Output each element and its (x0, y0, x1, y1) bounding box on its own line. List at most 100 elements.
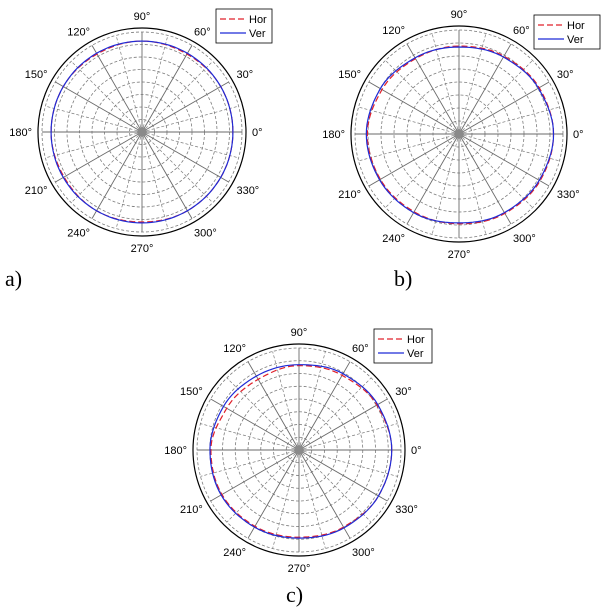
grid-spoke (141, 61, 213, 133)
series-line-ver (209, 364, 393, 539)
grid-spoke (431, 33, 460, 135)
grid-spoke (71, 131, 143, 203)
angle-tick-label: 330° (236, 185, 259, 197)
legend-label-ver: Ver (567, 34, 584, 46)
grid-spoke (385, 60, 460, 135)
angle-tick-label: 210° (25, 185, 48, 197)
angle-tick-label: 270° (131, 243, 154, 255)
angle-tick-label: 210° (338, 189, 361, 201)
panel-label-c: c) (286, 582, 304, 607)
angle-tick-label: 0° (573, 129, 584, 141)
grid-spoke (431, 133, 460, 235)
outer-ring (192, 343, 406, 557)
grid-spoke (358, 106, 460, 135)
grid-spoke (458, 43, 512, 135)
angle-tick-label: 270° (448, 249, 471, 261)
grid-spoke (200, 423, 300, 451)
grid-spoke (368, 81, 460, 135)
grid-spoke (115, 35, 143, 133)
panel-a: 0° 30° 60° 90° 120° 150° 180° 210° 240° 270° 300° 3… (0, 0, 300, 265)
center-hub (294, 445, 304, 455)
angle-tick-label: 240° (67, 227, 90, 239)
legend: Hor Ver (373, 328, 433, 364)
grid-spoke (71, 61, 143, 133)
grid-spoke (298, 449, 372, 523)
angle-tick-label: 300° (352, 547, 375, 559)
angle-tick-label: 60° (194, 27, 211, 39)
angle-tick-label: 90° (134, 11, 151, 23)
grid-spoke (298, 449, 351, 539)
grid-spoke (141, 131, 213, 203)
grid-spoke (298, 351, 326, 451)
angle-tick-label: 180° (322, 129, 345, 141)
grid-spoke (298, 449, 326, 549)
angle-tick-label: 240° (382, 233, 405, 245)
legend: Hor Ver (533, 14, 601, 50)
grid-spoke (55, 81, 143, 133)
legend-label-hor: Hor (407, 334, 425, 346)
grid-spoke (247, 449, 300, 539)
angle-tick-label: 30° (236, 69, 253, 81)
grid-spoke (458, 33, 487, 135)
grid-spoke (45, 131, 143, 159)
angle-tick-label: 90° (451, 9, 468, 21)
angle-tick-label: 150° (180, 386, 203, 398)
grid-spoke (91, 45, 143, 133)
polar-chart-b: 0° 30° 60° 90° 120° 150° 180° 210° 240° 270° 300° 3… (322, 9, 601, 261)
grid-spoke (458, 133, 533, 208)
grid-spoke (406, 133, 460, 225)
series-line-hor (366, 45, 555, 225)
grid-spoke (368, 133, 460, 187)
panel-b: 0° 30° 60° 90° 120° 150° 180° 210° 240° 270° 300° 3… (305, 0, 605, 265)
angle-tick-label: 270° (288, 563, 311, 575)
legend-label-ver: Ver (407, 348, 424, 360)
polar-grid (41, 31, 243, 233)
grid-spoke (458, 133, 550, 187)
angle-tick-label: 30° (395, 386, 412, 398)
grid-spoke (298, 449, 398, 477)
angle-tick-label: 0° (411, 445, 422, 457)
grid-spoke (298, 377, 372, 451)
series-line-ver (365, 46, 555, 224)
legend-label-hor: Hor (249, 14, 267, 26)
angle-tick-label: 60° (352, 343, 369, 355)
legend-box (215, 8, 273, 44)
angle-tick-label: 330° (557, 189, 580, 201)
grid-spoke (458, 60, 533, 135)
grid-spoke (55, 131, 143, 183)
grid-spoke (200, 449, 300, 477)
grid-spoke (272, 449, 300, 549)
grid-spoke (458, 106, 560, 135)
center-hub (137, 127, 147, 137)
angle-tick-label: 180° (9, 127, 32, 139)
angle-tick-label: 120° (223, 343, 246, 355)
angle-tick-label: 210° (180, 504, 203, 516)
angle-tick-label: 300° (513, 233, 536, 245)
angle-tick-label: 330° (395, 504, 418, 516)
angle-tick-label: 0° (252, 127, 263, 139)
grid-spoke (247, 361, 300, 451)
angle-tick-label: 60° (513, 25, 530, 37)
grid-spoke (141, 131, 169, 229)
polar-grid (196, 347, 402, 553)
grid-spoke (358, 133, 460, 162)
grid-spoke (298, 361, 351, 451)
angle-tick-label: 240° (223, 547, 246, 559)
outer-ring (37, 27, 247, 237)
grid-spoke (298, 398, 388, 451)
angle-tick-label: 120° (382, 25, 405, 37)
grid-spoke (458, 81, 550, 135)
grid-spoke (45, 105, 143, 133)
outer-ring (350, 25, 568, 243)
grid-spoke (91, 131, 143, 219)
polar-chart-c: 0° 30° 60° 90° 120° 150° 180° 210° 240° 270° 300° 3… (164, 327, 433, 575)
grid-spoke (458, 133, 487, 235)
center-hub (454, 129, 464, 139)
legend-box (533, 14, 601, 50)
grid-spoke (141, 131, 229, 183)
polar-chart-a: 0° 30° 60° 90° 120° 150° 180° 210° 240° 270° 300° 3… (9, 8, 273, 255)
grid-spoke (141, 45, 193, 133)
grid-spoke (210, 449, 300, 502)
angle-tick-label: 300° (194, 227, 217, 239)
grid-spoke (141, 81, 229, 133)
